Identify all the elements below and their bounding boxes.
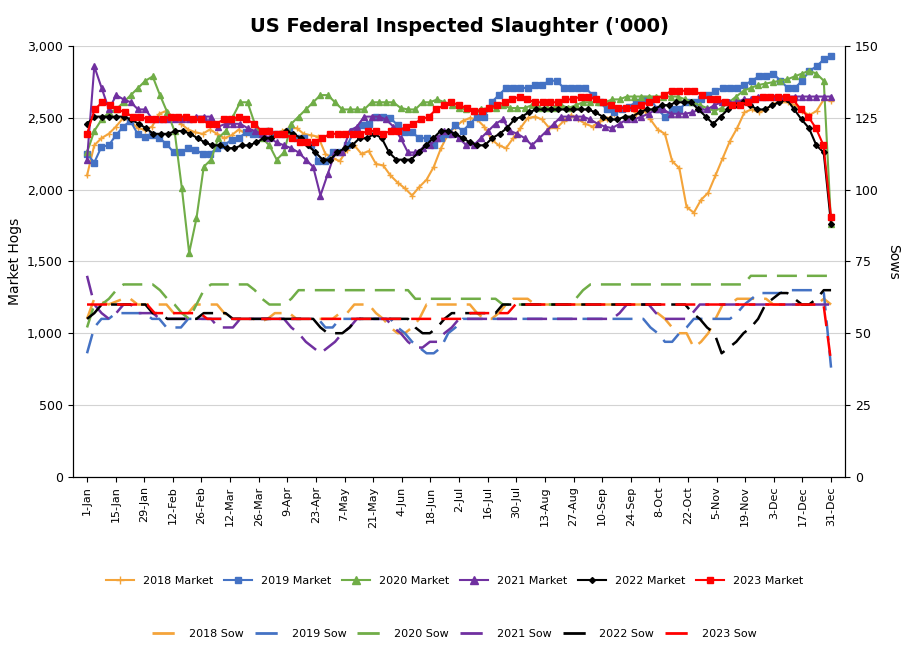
Title: US Federal Inspected Slaughter ('000): US Federal Inspected Slaughter ('000) [250,17,668,36]
Legend: 2018 Market, 2019 Market, 2020 Market, 2021 Market, 2022 Market, 2023 Market: 2018 Market, 2019 Market, 2020 Market, 2… [102,571,807,591]
Legend: 2018 Sow, 2019 Sow, 2020 Sow, 2021 Sow, 2022 Sow, 2023 Sow: 2018 Sow, 2019 Sow, 2020 Sow, 2021 Sow, … [148,624,761,643]
Y-axis label: Sows: Sows [885,244,900,279]
Y-axis label: Market Hogs: Market Hogs [7,218,22,305]
